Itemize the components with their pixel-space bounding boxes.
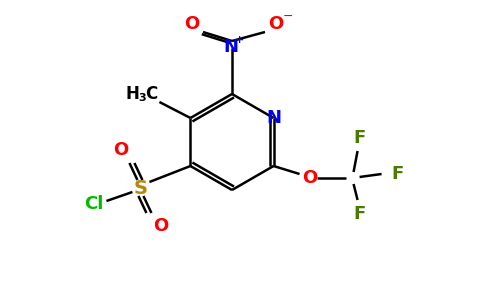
Text: +: + (234, 35, 243, 45)
Text: H: H (125, 85, 139, 103)
Text: O: O (302, 169, 317, 187)
Text: 3: 3 (138, 93, 146, 103)
Text: C: C (145, 85, 158, 103)
Text: O: O (113, 141, 128, 159)
Text: N: N (224, 38, 239, 56)
Text: F: F (353, 205, 366, 223)
Text: O: O (153, 217, 168, 235)
Text: F: F (353, 129, 366, 147)
Text: F: F (392, 165, 404, 183)
Text: N: N (266, 109, 281, 127)
Text: O: O (268, 15, 284, 33)
Text: O: O (184, 15, 199, 33)
Text: Cl: Cl (84, 195, 103, 213)
Text: S: S (134, 178, 148, 197)
Text: −: − (283, 10, 293, 22)
